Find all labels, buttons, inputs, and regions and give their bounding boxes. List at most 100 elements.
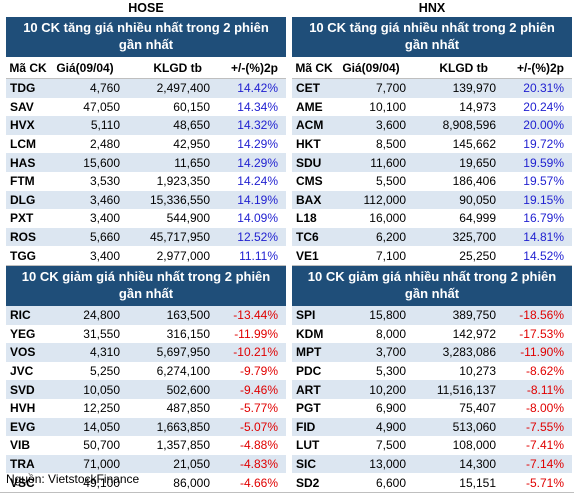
table-row: CET 7,700 139,970 20.31% — [292, 79, 572, 98]
volume-value: 513,060 — [452, 419, 496, 434]
price-value: 5,660 — [89, 230, 120, 245]
volume-value: 19,650 — [459, 155, 496, 170]
price-value: 7,700 — [375, 81, 406, 96]
volume-value: 21,050 — [173, 456, 210, 471]
stock-code: PXT — [10, 211, 34, 226]
stock-code: LUT — [296, 438, 320, 453]
volume-value: 145,662 — [452, 137, 496, 152]
col-change: +/-(%)2p — [230, 60, 278, 75]
table-row: PDC 5,300 10,273 -8.62% — [292, 362, 572, 381]
hnx-column-header: Mã CK Giá(09/04) KLGD tb +/-(%)2p — [292, 57, 572, 79]
table-row: SPI 15,800 389,750 -18.56% — [292, 305, 572, 325]
change-value: -11.99% — [234, 326, 278, 341]
stock-code: CMS — [296, 174, 323, 189]
change-value: -9.46% — [239, 382, 278, 397]
volume-value: 502,600 — [166, 382, 210, 397]
price-value: 10,100 — [369, 99, 406, 114]
change-value: -4.83% — [239, 456, 278, 471]
price-value: 5,110 — [90, 118, 120, 133]
change-value: -7.14% — [525, 456, 564, 471]
volume-value: 316,150 — [166, 326, 210, 341]
table-row: CMS 5,500 186,406 19.57% — [292, 172, 572, 191]
change-value: -7.41% — [525, 438, 564, 453]
volume-value: 2,977,000 — [156, 248, 210, 263]
stock-code: HKT — [296, 137, 321, 152]
volume-value: 8,908,596 — [442, 118, 496, 133]
volume-value: 3,283,086 — [442, 345, 496, 360]
col-price: Giá(09/04) — [342, 60, 400, 75]
col-change: +/-(%)2p — [516, 60, 564, 75]
stock-code: ART — [296, 382, 321, 397]
hose-title: HOSE — [128, 1, 164, 15]
table-row: HKT 8,500 145,662 19.72% — [292, 135, 572, 154]
volume-value: 15,336,550 — [149, 192, 210, 207]
table-row: VE1 7,100 25,250 14.52% — [292, 246, 572, 265]
stock-code: CET — [296, 81, 320, 96]
change-value: -4.88% — [239, 438, 278, 453]
change-value: -4.66% — [239, 475, 278, 490]
stock-code: SDU — [296, 155, 322, 170]
change-value: 14.34% — [237, 99, 278, 114]
table-row: LCM 2,480 42,950 14.29% — [6, 135, 286, 154]
table-row: HVH 12,250 487,850 -5.77% — [6, 399, 286, 418]
stock-code: ROS — [10, 230, 37, 245]
stock-code: PDC — [296, 364, 322, 379]
change-value: 14.24% — [237, 174, 278, 189]
change-value: 19.57% — [523, 174, 564, 189]
price-value: 10,050 — [83, 382, 120, 397]
table-row: LUT 7,500 108,000 -7.41% — [292, 436, 572, 455]
table-row: TGG 3,400 2,977,000 11.11% — [6, 246, 286, 265]
table-row: HVX 5,110 48,650 14.32% — [6, 116, 286, 135]
stock-code: SIC — [296, 456, 317, 471]
price-value: 12,250 — [83, 401, 120, 416]
stock-code: SPI — [296, 308, 316, 323]
change-value: 19.15% — [523, 192, 564, 207]
table-row: PXT 3,400 544,900 14.09% — [6, 209, 286, 228]
volume-value: 90,050 — [459, 192, 496, 207]
table-row: BAX 112,000 90,050 19.15% — [292, 190, 572, 210]
bottom-divider — [0, 492, 574, 493]
stock-code: EVG — [10, 419, 36, 434]
change-value: 14.09% — [237, 211, 278, 226]
price-value: 6,200 — [375, 230, 406, 245]
change-value: -5.77% — [239, 401, 278, 416]
table-row: VSC 49,100 86,000 -4.66% — [6, 473, 286, 492]
volume-value: 10,273 — [459, 364, 496, 379]
stock-code: HAS — [10, 155, 36, 170]
change-value: -10.21% — [233, 345, 278, 360]
stock-code: KDM — [296, 326, 324, 341]
stock-code: SVD — [10, 382, 35, 397]
stock-code: VIB — [10, 438, 31, 453]
price-value: 11,600 — [370, 155, 406, 170]
table-row: PGT 6,900 75,407 -8.00% — [292, 399, 572, 418]
price-value: 6,900 — [375, 401, 406, 416]
price-value: 3,530 — [89, 174, 120, 189]
stock-code: PGT — [296, 401, 321, 416]
stock-code: TGG — [10, 248, 36, 263]
change-value: 19.72% — [523, 137, 564, 152]
price-value: 7,100 — [375, 248, 406, 263]
change-value: 14.42% — [237, 81, 278, 96]
stock-code: VSC — [10, 475, 35, 490]
change-value: -5.71% — [525, 475, 564, 490]
table-row: JVC 5,250 6,274,100 -9.79% — [6, 362, 286, 381]
hnx-losers-table: SPI 15,800 389,750 -18.56% KDM 8,000 142,972 -1… — [292, 305, 572, 493]
stock-code: DLG — [10, 192, 36, 207]
table-row: AME 10,100 14,973 20.24% — [292, 98, 572, 117]
hose-gainers-heading: 10 CK tăng giá nhiều nhất trong 2 phiên … — [6, 17, 286, 57]
table-row: FTM 3,530 1,923,350 14.24% — [6, 172, 286, 191]
hose-panel: 10 CK tăng giá nhiều nhất trong 2 phiên … — [6, 17, 286, 493]
volume-value: 75,407 — [459, 401, 496, 416]
stock-code: HVX — [10, 118, 35, 133]
price-value: 7,500 — [375, 438, 406, 453]
volume-value: 48,650 — [173, 118, 210, 133]
table-row: SAV 47,050 60,150 14.34% — [6, 98, 286, 117]
table-row: ART 10,200 11,516,137 -8.11% — [292, 380, 572, 399]
volume-value: 139,970 — [452, 81, 496, 96]
table-row: VIB 50,700 1,357,850 -4.88% — [6, 436, 286, 455]
change-value: 14.29% — [237, 137, 278, 152]
table-row: TRA 71,000 21,050 -4.83% — [6, 454, 286, 474]
table-row: L18 16,000 64,999 16.79% — [292, 209, 572, 228]
change-value: 20.31% — [523, 81, 564, 96]
table-row: RIC 24,800 163,500 -13.44% — [6, 305, 286, 325]
